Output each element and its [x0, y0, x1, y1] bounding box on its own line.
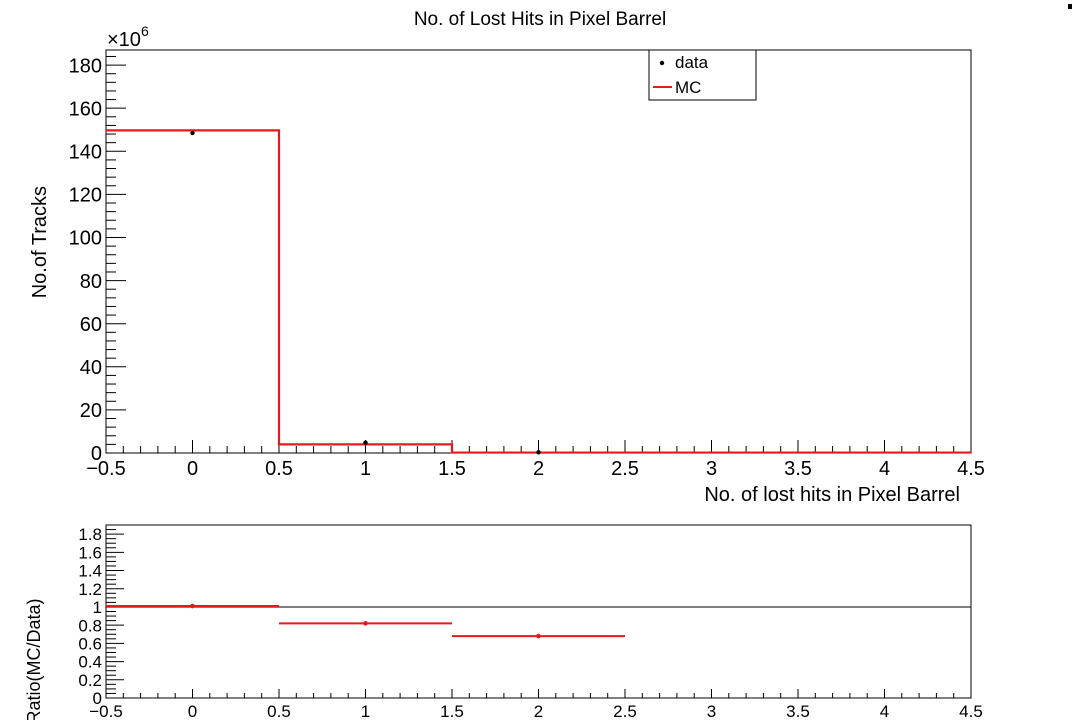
x-tick-label: 4.5	[959, 702, 983, 720]
y-tick-label: 1.2	[78, 580, 102, 599]
y-tick-label: 0	[93, 689, 102, 708]
y-multiplier: ×106	[107, 23, 149, 51]
main-series	[106, 129, 971, 455]
x-tick-label: 0.5	[267, 702, 291, 720]
y-tick-label: 1	[93, 598, 102, 617]
x-tick-label: 4	[880, 702, 889, 720]
y-tick-label: 0.8	[78, 616, 102, 635]
y-tick-label: 20	[80, 400, 102, 422]
x-tick-label: −0.5	[89, 702, 123, 720]
y-tick-label: 1.6	[78, 543, 102, 562]
y-multiplier-exponent: 6	[141, 23, 149, 39]
chart-title: No. of Lost Hits in Pixel Barrel	[414, 9, 666, 30]
ratio-point	[536, 633, 541, 639]
legend-data-marker	[659, 60, 665, 66]
x-tick-label: 0	[188, 702, 197, 720]
x-tick-label: 3.5	[784, 458, 812, 480]
main-plot-frame	[105, 49, 972, 454]
x-tick-label: 1	[360, 458, 371, 480]
main-panel: −0.5 0 0.5 1 1.5 2 2.5 3 3.5 4 4.50204060801001201…	[29, 9, 985, 506]
y-tick-label: 0	[91, 443, 102, 465]
x-tick-label: 3	[707, 702, 716, 720]
x-tick-label: 2.5	[611, 458, 639, 480]
ratio-point	[190, 603, 195, 609]
legend-mc-label: MC	[675, 78, 701, 97]
y-tick-label: 80	[80, 271, 102, 293]
y-tick-label: 100	[69, 228, 102, 250]
ratio-point	[363, 621, 368, 626]
y-tick-label: 1.8	[78, 525, 102, 544]
x-tick-label: 3.5	[786, 702, 810, 720]
x-tick-label: −0.5	[86, 458, 125, 480]
ratio-panel: −0.5 0 0.5 1 1.5 2 2.5 3 3.5 4 4.500.20.40.60.811.…	[24, 524, 983, 720]
x-tick-label: 0.5	[265, 458, 293, 480]
y-tick-label: 1.4	[78, 562, 102, 581]
x-tick-label: 1	[361, 702, 370, 720]
x-tick-label: 1.5	[440, 702, 464, 720]
data-point	[190, 130, 195, 136]
ratio-y-axis-title: Ratio(MC/Data)	[24, 598, 44, 720]
y-tick-label: 140	[69, 141, 102, 163]
y-tick-label: 160	[69, 98, 102, 120]
x-tick-label: 4.5	[957, 458, 985, 480]
x-tick-label: 4	[879, 458, 890, 480]
y-tick-label: 120	[69, 185, 102, 207]
x-tick-label: 2	[533, 458, 544, 480]
y-tick-label: 0.4	[78, 653, 102, 672]
y-multiplier-base: ×10	[107, 29, 141, 51]
ratio-series	[106, 603, 971, 639]
y-tick-label: 40	[80, 357, 102, 379]
mc-step-line	[106, 129, 971, 454]
x-tick-label: 2	[534, 702, 543, 720]
data-point	[363, 440, 368, 445]
y-axis-title: No.of Tracks	[29, 186, 51, 298]
main-axis-ticks: −0.5 0 0.5 1 1.5 2 2.5 3 3.5 4 4.50204060801001201…	[69, 55, 985, 480]
ratio-axis-ticks: −0.5 0 0.5 1 1.5 2 2.5 3 3.5 4 4.500.20.40.60.811.…	[78, 525, 982, 720]
y-tick-label: 0.2	[78, 671, 102, 690]
x-tick-label: 1.5	[438, 458, 466, 480]
legend-box	[648, 49, 757, 101]
x-tick-label: 2.5	[613, 702, 637, 720]
y-tick-label: 60	[80, 314, 102, 336]
ratio-plot-frame	[105, 524, 972, 699]
data-point	[536, 450, 541, 455]
y-tick-label: 180	[69, 55, 102, 77]
x-tick-label: 0	[187, 458, 198, 480]
x-axis-title: No. of lost hits in Pixel Barrel	[704, 484, 960, 506]
legend-data-label: data	[675, 53, 709, 72]
y-tick-label: 0.6	[78, 634, 102, 653]
x-tick-label: 3	[706, 458, 717, 480]
corner-marker	[1068, 4, 1072, 9]
legend: data MC	[648, 49, 757, 101]
